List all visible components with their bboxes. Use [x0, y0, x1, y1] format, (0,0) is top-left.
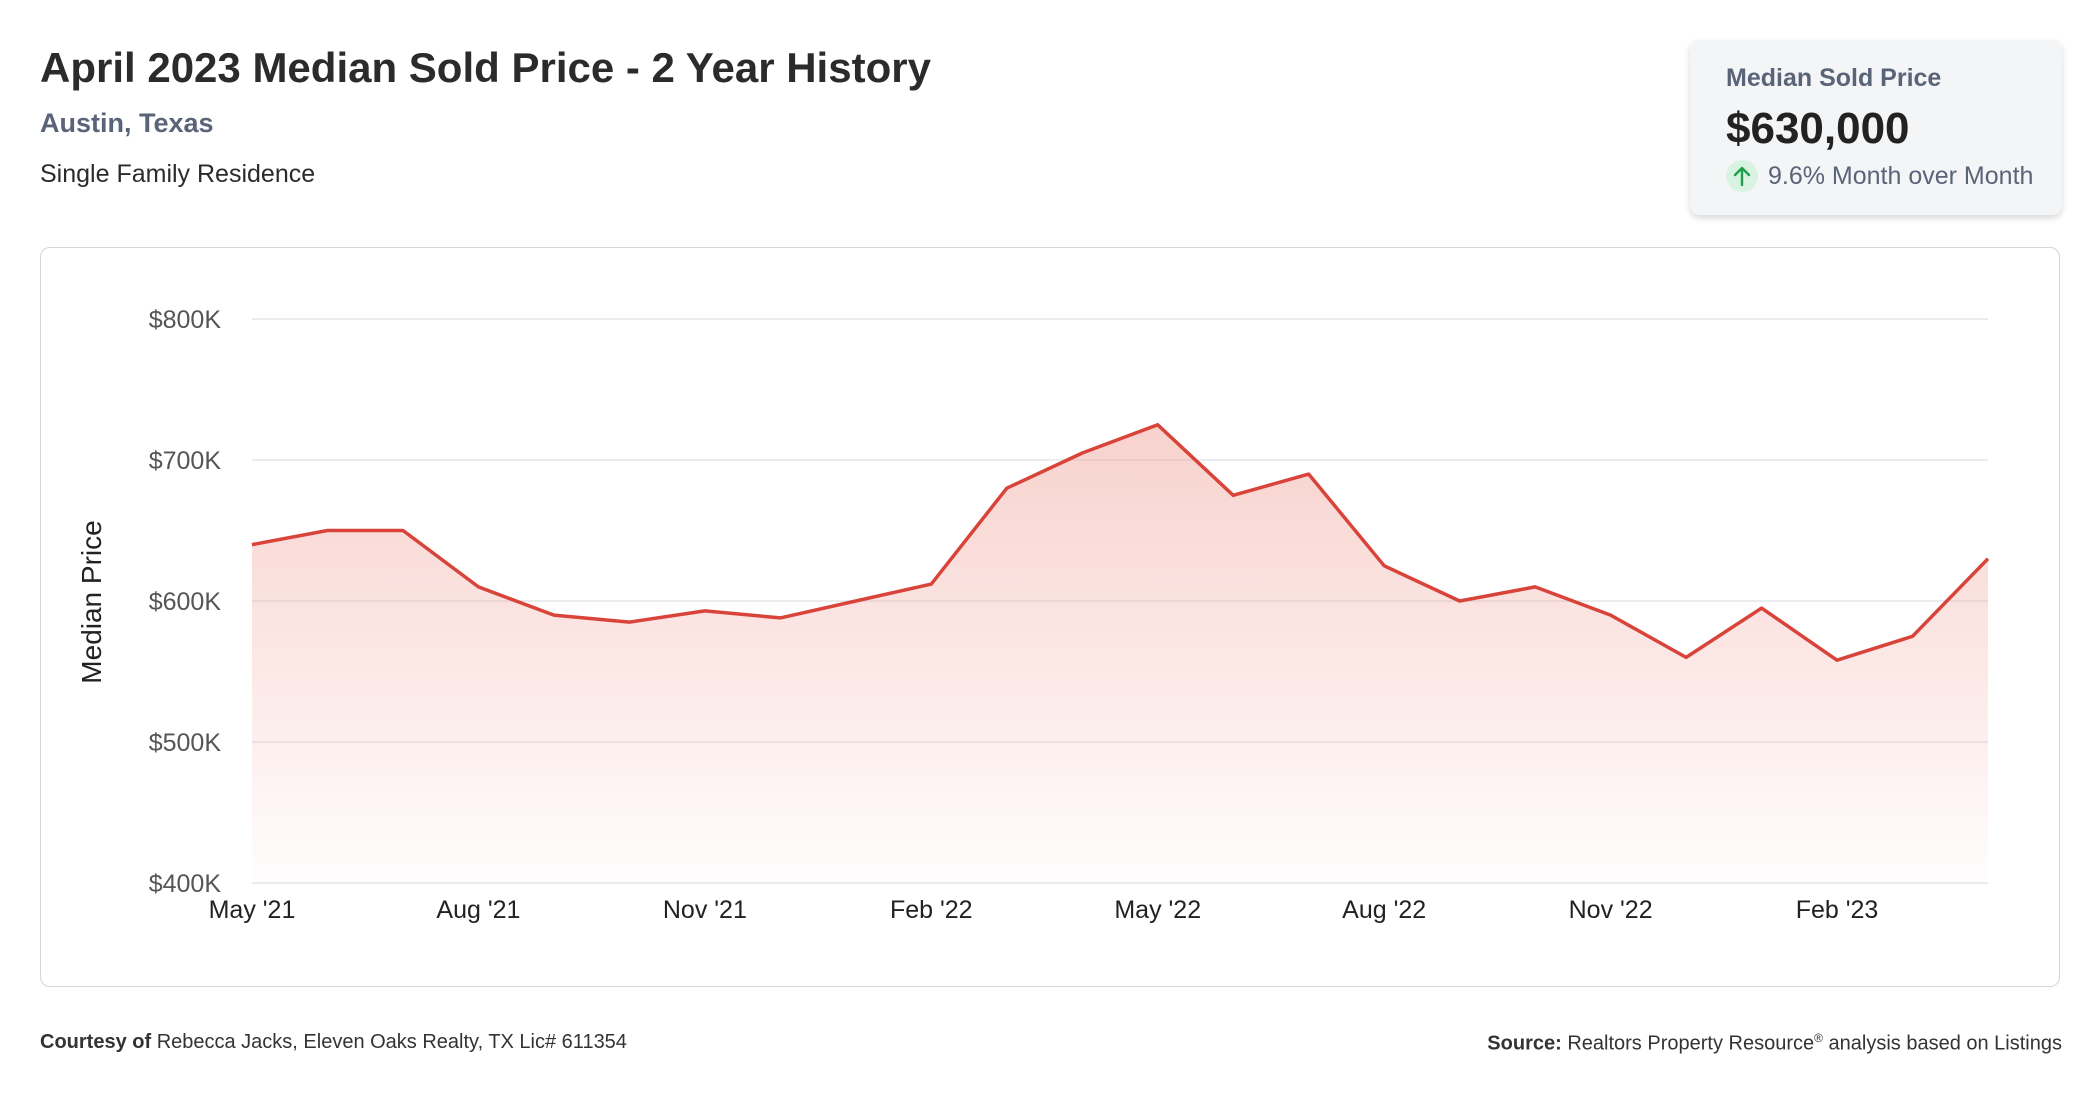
- arrow-up-icon: [1726, 160, 1758, 192]
- y-axis-ticks: $400K $500K $600K $700K $800K: [149, 306, 222, 898]
- x-tick-label: May '21: [209, 896, 296, 924]
- kpi-change-text: 9.6% Month over Month: [1768, 161, 2034, 190]
- property-type-label: Single Family Residence: [40, 160, 316, 188]
- x-tick-label: Aug '21: [436, 896, 520, 924]
- y-tick-label: $800K: [149, 306, 222, 334]
- x-tick-label: Feb '23: [1796, 896, 1879, 924]
- median-price-kpi-card: Median Sold Price $630,000 9.6% Month ov…: [1690, 40, 2062, 215]
- x-tick-label: May '22: [1114, 896, 1201, 924]
- source-label: Source:: [1487, 1032, 1562, 1055]
- area-fill: [252, 424, 1988, 883]
- source-text: Realtors Property Resource: [1567, 1032, 1815, 1055]
- median-price-line: [251, 423, 1990, 662]
- kpi-value: $630,000: [1726, 104, 1910, 153]
- chart-card: $400K $500K $600K $700K $800K May '21 Aug '21…: [40, 247, 2060, 987]
- y-tick-label: $400K: [149, 870, 222, 898]
- y-tick-label: $700K: [149, 447, 222, 475]
- y-tick-label: $600K: [149, 588, 222, 616]
- courtesy-footer: Courtesy of Rebecca Jacks, Eleven Oaks R…: [40, 1031, 627, 1054]
- x-axis-ticks: May '21 Aug '21 Nov '21 Feb '22 May '22 Aug '…: [209, 896, 1879, 924]
- median-price-chart: $400K $500K $600K $700K $800K May '21 Aug '21…: [76, 306, 1990, 924]
- kpi-label: Median Sold Price: [1726, 64, 1942, 92]
- courtesy-text: Rebecca Jacks, Eleven Oaks Realty, TX Li…: [156, 1031, 627, 1053]
- x-tick-label: Feb '22: [890, 896, 973, 924]
- source-footer: Source: Realtors Property Resource® anal…: [1487, 1031, 2062, 1056]
- x-tick-label: Nov '22: [1569, 896, 1653, 924]
- x-tick-label: Aug '22: [1342, 896, 1426, 924]
- location-subtitle: Austin, Texas: [40, 108, 214, 138]
- kpi-change: 9.6% Month over Month: [1726, 160, 2033, 192]
- x-tick-label: Nov '21: [663, 896, 747, 924]
- y-axis-label: Median Price: [76, 520, 107, 683]
- page-title: April 2023 Median Sold Price - 2 Year Hi…: [40, 44, 931, 91]
- courtesy-label: Courtesy of: [40, 1031, 152, 1053]
- y-tick-label: $500K: [149, 729, 222, 757]
- series-area: [252, 424, 1988, 883]
- source-suffix: analysis based on Listings: [1828, 1032, 2062, 1055]
- series-line: [251, 423, 1990, 662]
- registered-mark: ®: [1814, 1031, 1823, 1045]
